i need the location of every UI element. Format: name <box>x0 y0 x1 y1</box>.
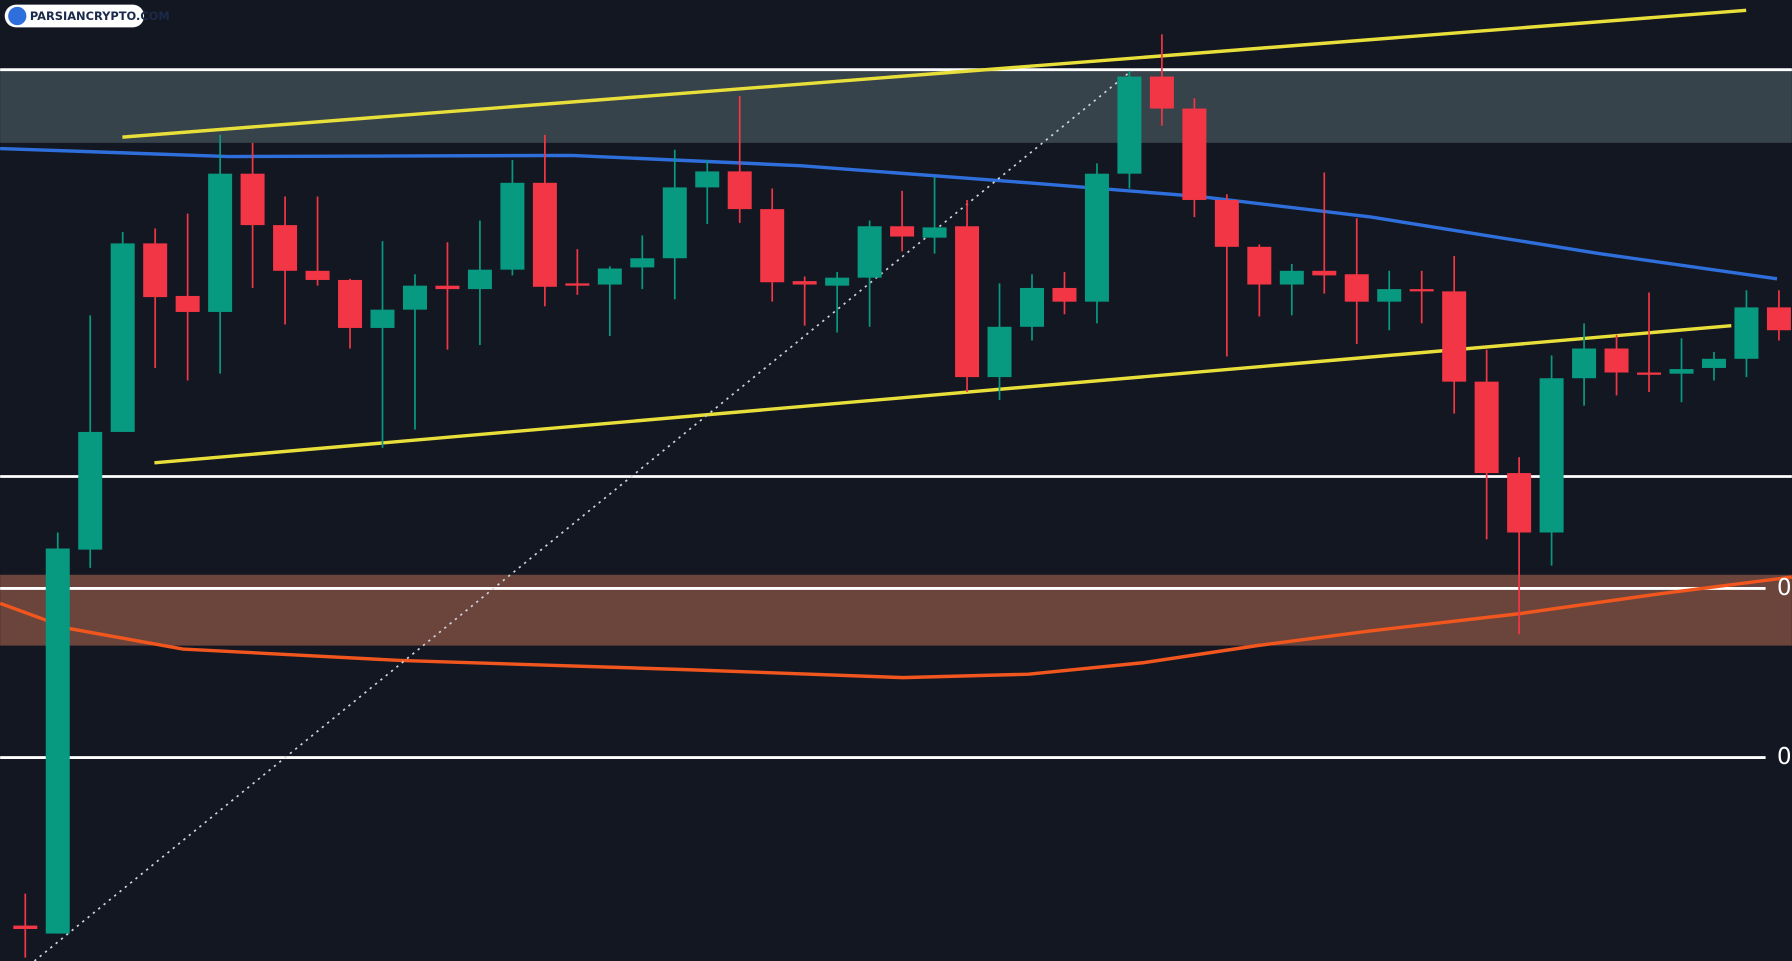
candle-body <box>78 431 103 550</box>
candle-body <box>500 182 525 270</box>
candle-body <box>1117 76 1142 174</box>
candle-body <box>208 173 233 312</box>
candle-body <box>792 281 817 285</box>
moving-average-blue <box>0 146 1778 281</box>
candle-body <box>1669 369 1694 374</box>
candle-body <box>1279 270 1304 285</box>
candle-body <box>727 171 752 210</box>
candle-body <box>305 270 330 280</box>
candle-body <box>1539 378 1564 533</box>
candle-body <box>760 209 785 283</box>
candle-body <box>402 285 427 310</box>
candle-body <box>565 283 590 286</box>
candle-body <box>1701 358 1726 368</box>
candle-body <box>1442 291 1467 382</box>
candle-body <box>467 269 492 290</box>
candle-body <box>1572 348 1597 379</box>
candle-body <box>1312 270 1337 276</box>
watermark-text: PARSIANCRYPTO.COM <box>30 9 170 23</box>
candle-body <box>1474 381 1499 474</box>
watermark: PARSIANCRYPTO.COM <box>4 4 170 28</box>
candle-body <box>662 187 687 259</box>
candle-body <box>1020 287 1045 327</box>
candle-body <box>532 182 557 287</box>
candle-body <box>273 225 298 271</box>
candle-body <box>1247 246 1272 285</box>
level-labels: 00 <box>1777 575 1792 770</box>
candle-body <box>857 226 882 278</box>
levels <box>0 68 1792 760</box>
level-label: 0 <box>1777 744 1792 770</box>
candle-body <box>695 171 720 188</box>
candles <box>13 34 1791 958</box>
fib-line <box>33 70 1132 961</box>
candle-body <box>955 226 980 378</box>
candle-body <box>1604 348 1629 373</box>
candle-body <box>13 925 38 930</box>
candle-body <box>1766 307 1791 331</box>
candle-body <box>922 227 947 238</box>
candle-body <box>890 226 915 237</box>
candle-body <box>630 258 655 268</box>
candle-body <box>987 326 1012 378</box>
trendline-lower <box>154 323 1732 465</box>
zones <box>0 69 1792 646</box>
candle-body <box>597 268 622 285</box>
candle-body <box>1149 76 1174 109</box>
candle-body <box>110 243 135 432</box>
candle-body <box>1637 372 1662 375</box>
candle-body <box>1344 274 1369 302</box>
zone <box>0 69 1792 143</box>
candle-body <box>1084 173 1109 302</box>
zone <box>0 574 1792 646</box>
candle-body <box>1377 289 1402 302</box>
candle-body <box>45 548 70 934</box>
level-label: 0 <box>1777 575 1792 601</box>
candle-body <box>825 277 850 286</box>
candle-body <box>1409 289 1434 292</box>
candle-body <box>338 279 363 328</box>
candle-body <box>370 309 395 328</box>
candle-body <box>1734 307 1759 359</box>
candle-body <box>1182 108 1207 200</box>
candle-body <box>240 173 265 226</box>
watermark-bg <box>4 4 145 28</box>
candle-body <box>175 295 200 312</box>
candle-body <box>435 285 460 290</box>
candle-body <box>1052 287 1077 302</box>
candle-body <box>143 243 168 298</box>
watermark-logo <box>8 6 27 26</box>
trendline-upper <box>122 8 1747 139</box>
candle-body <box>1214 199 1239 247</box>
candle-body <box>1507 473 1532 533</box>
